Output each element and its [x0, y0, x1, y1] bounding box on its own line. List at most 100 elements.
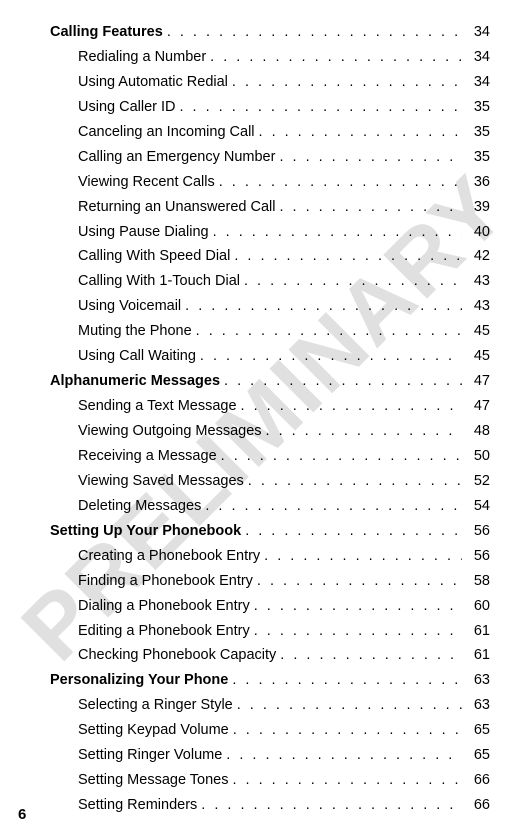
toc-entry: Calling With 1-Touch Dial 43: [50, 269, 490, 294]
toc-leader-dots: [250, 619, 462, 644]
toc-leader-dots: [209, 220, 462, 245]
toc-leader-dots: [206, 45, 462, 70]
toc-entry-page: 47: [462, 394, 490, 419]
page-footer-number: 6: [18, 806, 26, 823]
toc-entry-label: Viewing Recent Calls: [50, 170, 215, 195]
toc-entry-label: Editing a Phonebook Entry: [50, 619, 250, 644]
toc-entry-label: Setting Reminders: [50, 793, 197, 818]
toc-leader-dots: [240, 269, 462, 294]
toc-entry: Canceling an Incoming Call35: [50, 120, 490, 145]
toc-leader-dots: [201, 494, 462, 519]
toc-entry-page: 56: [462, 544, 490, 569]
toc-entry: Setting Reminders66: [50, 793, 490, 818]
toc-section-label: Personalizing Your Phone: [50, 668, 228, 693]
toc-entry-page: 42: [462, 244, 490, 269]
toc-entry-label: Calling With Speed Dial: [50, 244, 230, 269]
toc-entry-label: Using Pause Dialing: [50, 220, 209, 245]
toc-entry-label: Using Voicemail: [50, 294, 181, 319]
toc-entry-label: Calling With 1-Touch Dial: [50, 269, 240, 294]
toc-entry: Dialing a Phonebook Entry60: [50, 594, 490, 619]
toc-entry: Finding a Phonebook Entry58: [50, 569, 490, 594]
toc-leader-dots: [275, 195, 462, 220]
toc-entry-page: 35: [462, 95, 490, 120]
toc-entry-label: Redialing a Number: [50, 45, 206, 70]
toc-entry-label: Viewing Saved Messages: [50, 469, 244, 494]
toc-entry-label: Creating a Phonebook Entry: [50, 544, 260, 569]
toc-leader-dots: [241, 519, 462, 544]
toc-entry: Setting Ringer Volume65: [50, 743, 490, 768]
toc-leader-dots: [233, 693, 462, 718]
toc-leader-dots: [228, 668, 462, 693]
toc-section-label: Calling Features: [50, 20, 163, 45]
toc-entry-page: 60: [462, 594, 490, 619]
toc-entry-label: Returning an Unanswered Call: [50, 195, 275, 220]
toc-entry-label: Finding a Phonebook Entry: [50, 569, 253, 594]
toc-entry-page: 36: [462, 170, 490, 195]
toc-leader-dots: [260, 544, 462, 569]
toc-entry-page: 45: [462, 319, 490, 344]
toc-entry-page: 66: [462, 768, 490, 793]
toc-leader-dots: [197, 793, 462, 818]
toc-entry-label: Setting Ringer Volume: [50, 743, 222, 768]
toc-entry-label: Viewing Outgoing Messages: [50, 419, 262, 444]
toc-entry: Using Call Waiting45: [50, 344, 490, 369]
toc-entry-label: Sending a Text Message: [50, 394, 237, 419]
toc-entry-label: Checking Phonebook Capacity: [50, 643, 276, 668]
toc-entry: Checking Phonebook Capacity61: [50, 643, 490, 668]
toc-entry-page: 43: [462, 269, 490, 294]
toc-entry-page: 52: [462, 469, 490, 494]
toc-entry-page: 40: [462, 220, 490, 245]
toc-entry: Deleting Messages 54: [50, 494, 490, 519]
toc-leader-dots: [237, 394, 462, 419]
toc-leader-dots: [196, 344, 462, 369]
toc-entry-label: Muting the Phone: [50, 319, 192, 344]
toc-section-page: 47: [462, 369, 490, 394]
toc-entry: Setting Message Tones 66: [50, 768, 490, 793]
table-of-contents: Calling Features34Redialing a Number34Us…: [0, 0, 530, 838]
toc-entry-page: 54: [462, 494, 490, 519]
toc-entry-page: 35: [462, 145, 490, 170]
toc-leader-dots: [222, 743, 462, 768]
toc-entry-label: Selecting a Ringer Style: [50, 693, 233, 718]
toc-entry: Receiving a Message 50: [50, 444, 490, 469]
toc-leader-dots: [275, 145, 462, 170]
toc-leader-dots: [192, 319, 462, 344]
toc-leader-dots: [276, 643, 462, 668]
toc-entry: Calling With Speed Dial 42: [50, 244, 490, 269]
toc-leader-dots: [230, 244, 462, 269]
toc-entry: Using Automatic Redial34: [50, 70, 490, 95]
toc-entry-page: 65: [462, 718, 490, 743]
toc-entry-label: Receiving a Message: [50, 444, 217, 469]
toc-entry: Using Voicemail43: [50, 294, 490, 319]
toc-leader-dots: [163, 20, 462, 45]
toc-entry: Using Caller ID35: [50, 95, 490, 120]
toc-leader-dots: [228, 70, 462, 95]
toc-leader-dots: [217, 444, 462, 469]
toc-entry-page: 50: [462, 444, 490, 469]
toc-entry: Selecting a Ringer Style63: [50, 693, 490, 718]
toc-leader-dots: [229, 718, 462, 743]
toc-entry: Viewing Outgoing Messages 48: [50, 419, 490, 444]
toc-leader-dots: [181, 294, 462, 319]
toc-entry-page: 48: [462, 419, 490, 444]
toc-entry-label: Using Call Waiting: [50, 344, 196, 369]
toc-leader-dots: [253, 569, 462, 594]
toc-entry-label: Setting Message Tones: [50, 768, 228, 793]
toc-entry: Using Pause Dialing 40: [50, 220, 490, 245]
toc-entry-label: Deleting Messages: [50, 494, 201, 519]
toc-entry-label: Calling an Emergency Number: [50, 145, 275, 170]
toc-entry: Viewing Recent Calls 36: [50, 170, 490, 195]
toc-section-heading: Setting Up Your Phonebook56: [50, 519, 490, 544]
toc-entry-page: 39: [462, 195, 490, 220]
toc-entry-page: 34: [462, 45, 490, 70]
toc-leader-dots: [244, 469, 462, 494]
toc-section-page: 34: [462, 20, 490, 45]
toc-entry: Returning an Unanswered Call 39: [50, 195, 490, 220]
toc-leader-dots: [215, 170, 462, 195]
toc-entry: Calling an Emergency Number 35: [50, 145, 490, 170]
toc-entry: Redialing a Number 34: [50, 45, 490, 70]
toc-entry-page: 61: [462, 619, 490, 644]
toc-section-heading: Alphanumeric Messages47: [50, 369, 490, 394]
toc-entry-label: Using Automatic Redial: [50, 70, 228, 95]
toc-entry-label: Setting Keypad Volume: [50, 718, 229, 743]
